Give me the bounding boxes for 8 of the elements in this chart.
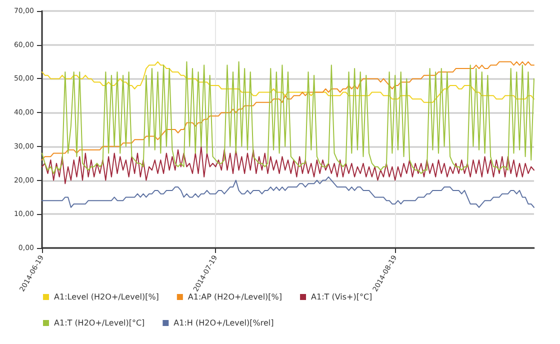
line-series [42,61,534,103]
legend-label: A1:H (H2O+/Level)[%rel] [174,318,274,328]
legend-label: A1:T (Vis+)[°C] [311,292,372,302]
legend-label: A1:T (H2O+/Level)[°C] [54,318,145,328]
line-series [42,146,534,184]
line-series [42,176,534,208]
legend-label: A1:Level (H2O+/Level)[%] [54,292,159,302]
legend-label: A1:AP (H2O+/Level)[%] [188,292,282,302]
